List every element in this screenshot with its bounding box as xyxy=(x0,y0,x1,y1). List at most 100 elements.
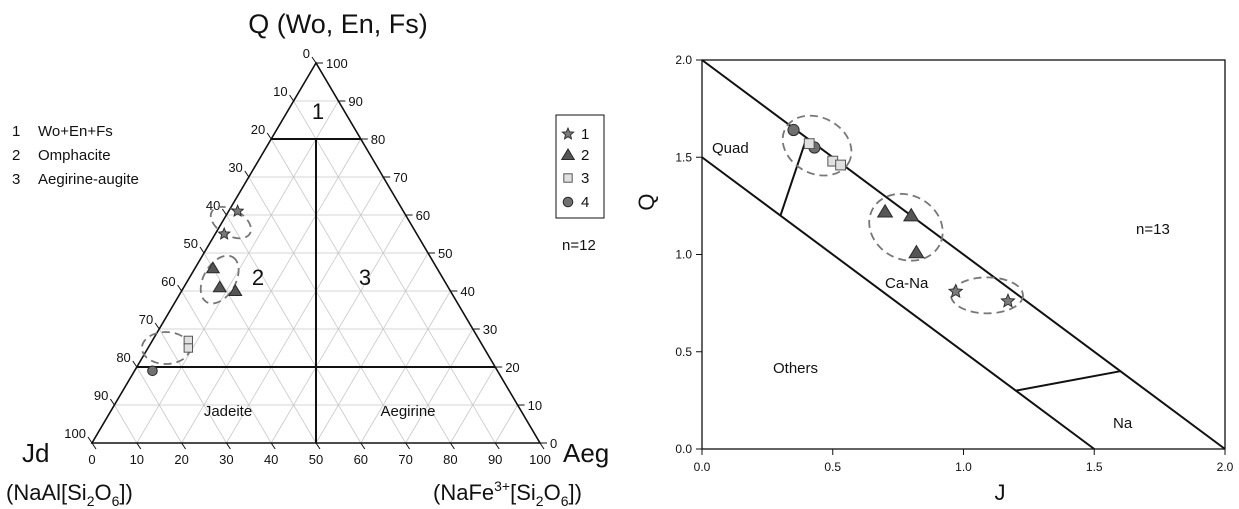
tick-label-bottom: 80 xyxy=(443,452,457,467)
legend-label-2: 2 xyxy=(581,147,589,164)
x-tick-label: 0.0 xyxy=(694,460,711,474)
ternary-left-formula: (NaAl[Si2O6]) xyxy=(6,480,133,509)
grid-line-aeg xyxy=(450,366,496,444)
x-tick-label: 1.0 xyxy=(955,460,972,474)
tick-label-bottom: 30 xyxy=(219,452,233,467)
qj-point-square xyxy=(803,138,815,150)
field-name-jadeite: Jadeite xyxy=(204,403,252,420)
tick-label-left: 30 xyxy=(228,160,242,175)
tick-label-right: 60 xyxy=(416,208,430,223)
qj-axis-ticks: 0.0 0.5 1.0 1.5 2.0 0.0 0.5 1.0 1.5 2.0 xyxy=(675,53,1233,474)
tick-label-left: 10 xyxy=(273,84,287,99)
grid-line-aeg xyxy=(315,252,429,444)
grid-line-jd xyxy=(158,328,227,444)
tick-mark-bottom xyxy=(225,442,231,450)
x-tick-label: 2.0 xyxy=(1217,460,1234,474)
ternary-point-circle xyxy=(147,365,158,377)
tick-label-bottom: 90 xyxy=(488,452,502,467)
cluster-ellipse xyxy=(950,276,1024,315)
legend-marker-circle xyxy=(562,196,574,208)
qj-x-axis-label: J xyxy=(995,480,1006,505)
x-tick-label: 0.5 xyxy=(824,460,841,474)
tick-label-left: 20 xyxy=(251,122,265,137)
tick-label-right: 70 xyxy=(393,170,407,185)
tick-label-right: 90 xyxy=(348,94,362,109)
legend-label-3: 3 xyxy=(581,170,589,187)
tick-mark-left xyxy=(221,208,227,216)
grid-line-aeg xyxy=(136,100,339,444)
region-label-quad: Quad xyxy=(712,140,749,157)
key-number-2: 2 xyxy=(12,147,20,164)
ternary-left-apex-symbol: Jd xyxy=(22,438,49,468)
tick-label-bottom: 60 xyxy=(354,452,368,467)
tick-mark-left xyxy=(132,360,138,368)
tick-mark-bottom xyxy=(494,442,500,450)
grid-line-jd xyxy=(203,252,317,444)
tick-label-bottom: 0 xyxy=(88,452,95,467)
grid-line-jd xyxy=(136,366,182,444)
grid-line-jd xyxy=(293,100,496,444)
qj-point-square xyxy=(835,159,846,171)
legend-markers xyxy=(560,126,576,208)
tick-label-right: 50 xyxy=(438,246,452,261)
line-na-boundary xyxy=(1015,370,1121,392)
tick-label-left: 90 xyxy=(94,388,108,403)
tick-label-bottom: 50 xyxy=(309,452,323,467)
line-q-plus-j-2 xyxy=(701,59,1226,450)
y-tick-label: 0.0 xyxy=(675,442,692,456)
legend-marker-triangle xyxy=(560,148,576,160)
region-label-ca-na: Ca-Na xyxy=(885,275,929,292)
tick-label-right: 100 xyxy=(326,56,348,71)
field-key: 1 Wo+En+Fs 2 Omphacite 3 Aegirine-augite xyxy=(12,123,139,188)
cluster-ellipse xyxy=(781,114,853,177)
tick-mark-bottom xyxy=(270,442,276,450)
ternary-top-apex-label: Q (Wo, En, Fs) xyxy=(248,9,428,39)
tick-label-left: 70 xyxy=(139,312,153,327)
ternary-point-triangle xyxy=(228,284,243,296)
legend-marker-square xyxy=(563,173,573,183)
tick-mark-left xyxy=(244,170,250,178)
tick-label-bottom: 20 xyxy=(174,452,188,467)
y-tick-label: 2.0 xyxy=(675,53,692,67)
ternary-n-label: n=12 xyxy=(562,237,596,254)
y-tick-label: 1.0 xyxy=(675,248,692,262)
legend-marker-star xyxy=(561,126,575,140)
tick-mark-left xyxy=(177,284,183,292)
ternary-right-formula: (NaFe3+[Si2O6]) xyxy=(433,478,582,509)
ternary-point-triangle xyxy=(212,280,227,293)
tick-mark-bottom xyxy=(181,442,187,450)
y-tick-label: 0.5 xyxy=(675,345,692,359)
ternary-tick-labels: 0100010901020802030703040604050505060406… xyxy=(64,46,557,467)
tick-mark-bottom xyxy=(405,442,411,450)
qj-point-circle xyxy=(787,123,800,137)
grid-line-aeg xyxy=(226,176,384,444)
key-number-1: 1 xyxy=(12,123,20,140)
grid-line-aeg xyxy=(405,328,474,444)
tick-mark-left xyxy=(311,56,317,64)
x-tick-label: 1.5 xyxy=(1086,460,1103,474)
ternary-point-star xyxy=(230,204,245,218)
key-text-1: Wo+En+Fs xyxy=(38,123,113,140)
cluster-ellipse xyxy=(141,331,191,365)
legend-label-4: 4 xyxy=(581,194,589,211)
tick-label-left: 80 xyxy=(116,350,130,365)
tick-label-left: 100 xyxy=(64,426,86,441)
qj-data-points xyxy=(787,123,1016,308)
tick-label-right: 20 xyxy=(505,360,519,375)
qj-point-triangle xyxy=(902,207,920,222)
tick-mark-left xyxy=(154,322,160,330)
tick-mark-left xyxy=(199,246,205,254)
tick-label-right: 40 xyxy=(460,284,474,299)
tick-label-left: 50 xyxy=(184,236,198,251)
ternary-right-apex-symbol: Aeg xyxy=(563,438,609,468)
key-number-3: 3 xyxy=(12,171,20,188)
tick-label-bottom: 70 xyxy=(398,452,412,467)
key-text-2: Omphacite xyxy=(38,147,111,164)
tick-label-left: 60 xyxy=(161,274,175,289)
symbol-legend: 1 2 3 4 xyxy=(555,114,605,219)
tick-label-right: 80 xyxy=(371,132,385,147)
region-label-others: Others xyxy=(773,360,818,377)
tick-label-bottom: 40 xyxy=(264,452,278,467)
tick-mark-left xyxy=(87,436,93,444)
